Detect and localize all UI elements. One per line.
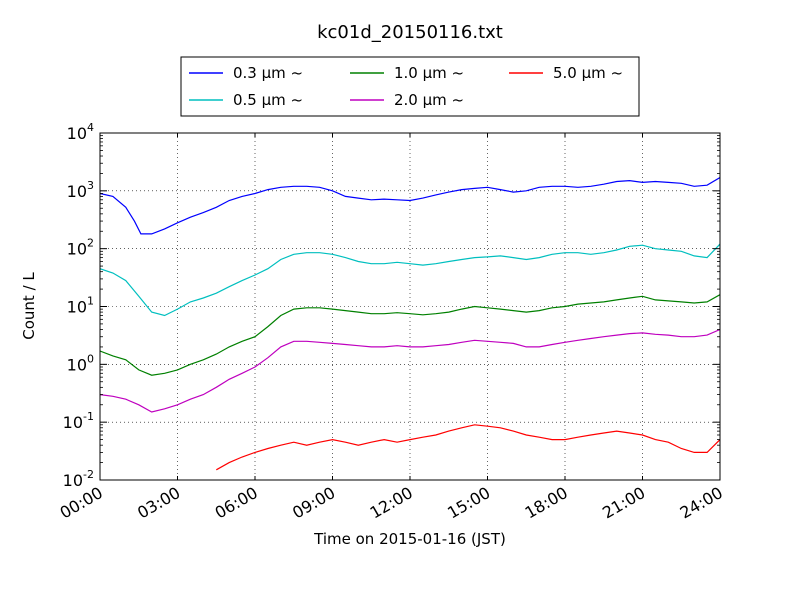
y-axis-label: Count / L	[20, 272, 38, 340]
grid	[100, 133, 720, 480]
x-axis-label: Time on 2015-01-16 (JST)	[313, 530, 506, 548]
series-line-4	[100, 328, 720, 413]
series-layer	[100, 176, 720, 471]
legend-box	[180, 56, 640, 117]
x-tick-label: 18:00	[522, 483, 571, 523]
x-tick-label: 12:00	[367, 483, 416, 523]
x-tick-label: 09:00	[289, 483, 338, 523]
legend-label: 1.0 μm ~	[394, 64, 464, 82]
legend: 0.3 μm ~ 0.5 μm ~ 1.0 μm ~ 2.0 μm ~ 5.0 μm ~	[180, 56, 640, 117]
y-tick-label: 104	[67, 121, 94, 143]
x-tick-labels: 00:00 03:00 06:00 09:00 12:00 15:00 18:00 21:00…	[57, 483, 726, 523]
y-tick-label: 10-1	[63, 410, 94, 432]
series-line-2	[100, 243, 720, 317]
ticks	[99, 132, 721, 481]
legend-label: 2.0 μm ~	[394, 91, 464, 109]
y-tick-label: 101	[67, 295, 94, 317]
x-tick-label: 15:00	[444, 483, 493, 523]
legend-label: 0.5 μm ~	[233, 91, 303, 109]
x-tick-label: 24:00	[677, 483, 726, 523]
legend-label: 0.3 μm ~	[233, 64, 303, 82]
y-tick-label: 103	[67, 179, 94, 201]
y-tick-label: 10-2	[63, 468, 94, 490]
y-tick-labels: 10-2 10-1 100 101 102 103 104	[63, 121, 94, 490]
y-tick-label: 100	[67, 352, 94, 374]
y-tick-label: 102	[67, 237, 94, 259]
x-tick-label: 03:00	[134, 483, 183, 523]
x-tick-label: 06:00	[212, 483, 261, 523]
chart-title: kc01d_20150116.txt	[317, 22, 503, 43]
x-tick-label: 21:00	[599, 483, 648, 523]
series-line-1	[100, 176, 720, 235]
series-line-5	[216, 424, 720, 471]
legend-label: 5.0 μm ~	[553, 64, 623, 82]
series-line-3	[100, 294, 720, 376]
